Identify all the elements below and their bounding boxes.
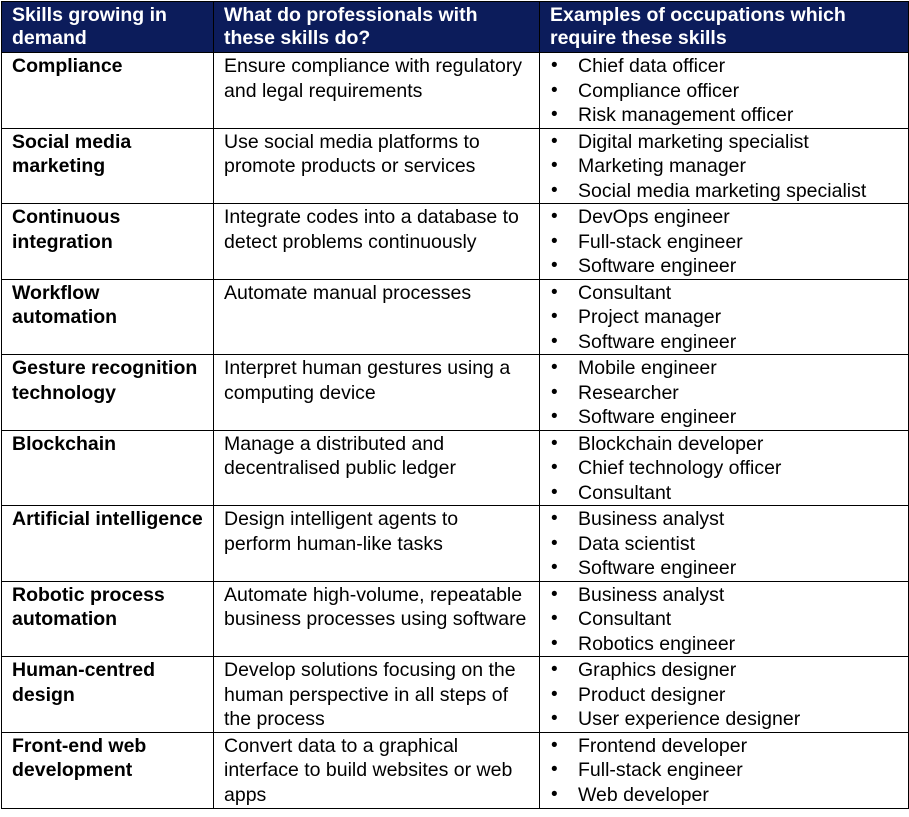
skill-description: Convert data to a graphical interface to… (213, 731, 540, 809)
occupation-item: Blockchain developer (550, 432, 898, 457)
skill-description: Interpret human gestures using a computi… (213, 354, 540, 431)
table-row: Continuous integration Integrate codes in… (1, 203, 909, 280)
skill-description: Manage a distributed and decentralised p… (213, 429, 540, 506)
skill-description: Automate manual processes (213, 278, 540, 355)
skill-name: Workflow automation (1, 278, 214, 355)
occupation-item: Researcher (550, 381, 898, 406)
occupation-list: Chief data officerCompliance officerRisk… (550, 54, 898, 128)
occupation-item: Digital marketing specialist (550, 130, 898, 155)
table-row: Robotic process automation Automate high-… (1, 580, 909, 657)
table-row: Social media marketing Use social media p… (1, 127, 909, 204)
occupation-item: Consultant (550, 607, 898, 632)
skill-name: Gesture recognition technology (1, 354, 214, 431)
table-row: Blockchain Manage a distributed and decen… (1, 429, 909, 506)
occupation-item: Business analyst (550, 583, 898, 608)
occupation-list: DevOps engineerFull-stack engineerSoftwa… (550, 205, 898, 279)
occupation-list: Graphics designerProduct designerUser ex… (550, 658, 898, 732)
occupation-list: Blockchain developerChief technology off… (550, 432, 898, 506)
occupation-item: Risk management officer (550, 103, 898, 128)
occupation-item: Social media marketing specialist (550, 179, 898, 204)
occupation-item: Software engineer (550, 556, 898, 581)
table-row: Gesture recognition technology Interpret … (1, 354, 909, 431)
occupation-item: Full-stack engineer (550, 758, 898, 783)
occupation-item: Software engineer (550, 330, 898, 355)
skill-name: Blockchain (1, 429, 214, 506)
occupation-item: Chief technology officer (550, 456, 898, 481)
table-row: Compliance Ensure compliance with regulat… (1, 52, 909, 129)
occupation-item: Chief data officer (550, 54, 898, 79)
occupation-item: Compliance officer (550, 79, 898, 104)
occupations-cell: Blockchain developerChief technology off… (539, 429, 909, 506)
table-header: Skills growing in demand What do profess… (1, 1, 909, 53)
skill-description: Design intelligent agents to perform hum… (213, 505, 540, 582)
occupation-list: Mobile engineerResearcherSoftware engine… (550, 356, 898, 430)
occupation-item: Full-stack engineer (550, 230, 898, 255)
occupations-cell: Frontend developerFull-stack engineerWeb… (539, 731, 909, 809)
occupation-item: Mobile engineer (550, 356, 898, 381)
occupation-list: ConsultantProject managerSoftware engine… (550, 281, 898, 355)
skill-description: Ensure compliance with regulatory and le… (213, 52, 540, 129)
occupation-list: Business analystConsultantRobotics engin… (550, 583, 898, 657)
occupation-item: Marketing manager (550, 154, 898, 179)
occupation-item: Business analyst (550, 507, 898, 532)
skill-name: Social media marketing (1, 127, 214, 204)
table-row: Workflow automation Automate manual proce… (1, 278, 909, 355)
skill-name: Compliance (1, 52, 214, 129)
skill-name: Robotic process automation (1, 580, 214, 657)
table-row: Human-centred design Develop solutions fo… (1, 656, 909, 733)
occupation-item: Project manager (550, 305, 898, 330)
occupation-item: Software engineer (550, 254, 898, 279)
occupations-cell: DevOps engineerFull-stack engineerSoftwa… (539, 203, 909, 280)
header-skills: Skills growing in demand (1, 1, 214, 53)
skill-description: Use social media platforms to promote pr… (213, 127, 540, 204)
skill-name: Artificial intelligence (1, 505, 214, 582)
occupation-item: Software engineer (550, 405, 898, 430)
occupation-item: Web developer (550, 783, 898, 808)
occupation-item: Consultant (550, 481, 898, 506)
header-occupations: Examples of occupations which require th… (539, 1, 909, 53)
table-row: Front-end web development Convert data to… (1, 731, 909, 809)
occupation-item: DevOps engineer (550, 205, 898, 230)
occupation-item: Robotics engineer (550, 632, 898, 657)
skill-name: Front-end web development (1, 731, 214, 809)
occupations-cell: Graphics designerProduct designerUser ex… (539, 656, 909, 733)
occupations-cell: Business analystConsultantRobotics engin… (539, 580, 909, 657)
occupation-list: Digital marketing specialistMarketing ma… (550, 130, 898, 204)
occupation-item: Consultant (550, 281, 898, 306)
occupations-cell: Mobile engineerResearcherSoftware engine… (539, 354, 909, 431)
occupation-item: Data scientist (550, 532, 898, 557)
occupation-list: Business analystData scientistSoftware e… (550, 507, 898, 581)
skill-description: Develop solutions focusing on the human … (213, 656, 540, 733)
header-what-they-do: What do professionals with these skills … (213, 1, 540, 53)
skill-description: Integrate codes into a database to detec… (213, 203, 540, 280)
occupation-item: Graphics designer (550, 658, 898, 683)
skill-description: Automate high-volume, repeatable busines… (213, 580, 540, 657)
header-row: Skills growing in demand What do profess… (1, 1, 909, 53)
occupations-cell: ConsultantProject managerSoftware engine… (539, 278, 909, 355)
skill-name: Continuous integration (1, 203, 214, 280)
occupation-item: Product designer (550, 683, 898, 708)
occupation-list: Frontend developerFull-stack engineerWeb… (550, 734, 898, 808)
occupations-cell: Digital marketing specialistMarketing ma… (539, 127, 909, 204)
skill-name: Human-centred design (1, 656, 214, 733)
occupations-cell: Chief data officerCompliance officerRisk… (539, 52, 909, 129)
occupations-cell: Business analystData scientistSoftware e… (539, 505, 909, 582)
occupation-item: Frontend developer (550, 734, 898, 759)
occupation-item: User experience designer (550, 707, 898, 732)
table-body: Compliance Ensure compliance with regulat… (1, 52, 909, 809)
table-row: Artificial intelligence Design intelligen… (1, 505, 909, 582)
